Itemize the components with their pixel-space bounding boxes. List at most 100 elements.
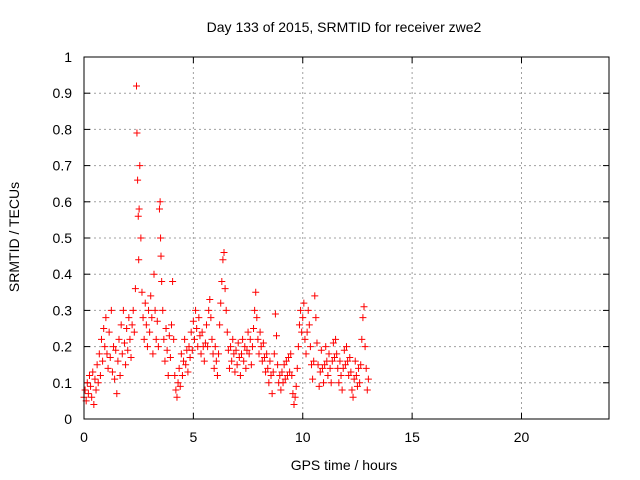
- y-tick-label: 0.8: [53, 121, 73, 137]
- data-point: [141, 299, 149, 307]
- data-point: [258, 357, 266, 365]
- y-tick-label: 0.5: [53, 230, 73, 246]
- y-tick-label: 0.4: [53, 266, 73, 282]
- data-point: [242, 364, 250, 372]
- data-point: [85, 372, 93, 380]
- data-point: [350, 375, 358, 383]
- data-point: [329, 339, 337, 347]
- data-point: [146, 328, 154, 336]
- data-point: [292, 382, 300, 390]
- data-point: [269, 368, 277, 376]
- data-point: [345, 372, 353, 380]
- data-point: [140, 335, 148, 343]
- data-point: [125, 314, 133, 322]
- data-point: [188, 346, 196, 354]
- data-point: [172, 386, 180, 394]
- data-point: [327, 379, 335, 387]
- y-tick-label: 0.9: [53, 85, 73, 101]
- data-point: [211, 343, 219, 351]
- data-point: [315, 382, 323, 390]
- data-point: [277, 386, 285, 394]
- data-point: [116, 372, 124, 380]
- data-point: [320, 379, 328, 387]
- data-point: [175, 364, 183, 372]
- data-point: [162, 325, 170, 332]
- data-point: [362, 364, 370, 372]
- data-point: [158, 277, 166, 285]
- data-point: [166, 353, 174, 361]
- data-point: [221, 285, 229, 293]
- data-point: [156, 198, 164, 206]
- data-point: [332, 335, 340, 343]
- data-point: [357, 361, 365, 369]
- data-point: [215, 350, 223, 358]
- data-point: [123, 325, 131, 332]
- data-point: [104, 364, 112, 372]
- data-point: [150, 270, 158, 278]
- data-point: [190, 335, 198, 343]
- data-point: [145, 306, 153, 314]
- data-point: [352, 372, 360, 380]
- data-point: [318, 364, 326, 372]
- data-point: [127, 353, 135, 361]
- data-point: [139, 314, 147, 322]
- x-tick-label: 0: [80, 429, 88, 445]
- data-point: [197, 350, 205, 358]
- data-points: [80, 82, 372, 409]
- data-point: [322, 343, 330, 351]
- data-point: [282, 357, 290, 365]
- data-point: [147, 292, 155, 300]
- data-series: [80, 82, 372, 409]
- data-point: [96, 372, 104, 380]
- data-point: [313, 339, 321, 347]
- data-point: [198, 328, 206, 336]
- data-point: [262, 368, 270, 376]
- data-point: [192, 306, 200, 314]
- data-point: [174, 379, 182, 387]
- data-point: [293, 364, 301, 372]
- data-point: [213, 372, 221, 380]
- data-point: [280, 361, 288, 369]
- data-point: [216, 321, 224, 329]
- y-tick-label: 0.2: [53, 339, 73, 355]
- data-point: [308, 361, 315, 369]
- data-point: [335, 379, 343, 387]
- data-point: [103, 350, 111, 358]
- y-tick-label: 0.6: [53, 194, 73, 210]
- data-point: [326, 364, 334, 372]
- data-point: [253, 314, 261, 322]
- data-point: [349, 393, 357, 401]
- data-point: [170, 335, 178, 343]
- data-point: [222, 306, 230, 314]
- data-point: [274, 361, 282, 369]
- data-point: [273, 332, 280, 340]
- data-point: [206, 296, 214, 304]
- data-point: [178, 372, 186, 380]
- data-point: [363, 386, 371, 394]
- data-point: [217, 299, 225, 307]
- data-point: [134, 212, 142, 220]
- plot-frame: [83, 56, 610, 420]
- data-point: [196, 332, 204, 340]
- data-point: [355, 364, 363, 372]
- data-point: [157, 252, 165, 260]
- data-point: [187, 328, 195, 336]
- data-point: [91, 375, 99, 383]
- data-point: [239, 335, 247, 343]
- data-point: [267, 372, 275, 380]
- data-point: [93, 361, 101, 369]
- data-point: [133, 82, 140, 90]
- data-point: [92, 386, 100, 394]
- data-point: [112, 346, 120, 354]
- data-point: [264, 364, 272, 372]
- data-point: [344, 357, 352, 365]
- data-point: [181, 335, 189, 343]
- data-point: [229, 335, 237, 343]
- data-point: [142, 321, 150, 329]
- data-point: [285, 353, 293, 361]
- data-point: [246, 335, 254, 343]
- data-point: [130, 328, 138, 336]
- y-tick-label: 0.3: [53, 302, 73, 318]
- data-point: [348, 386, 356, 394]
- data-point: [129, 306, 137, 314]
